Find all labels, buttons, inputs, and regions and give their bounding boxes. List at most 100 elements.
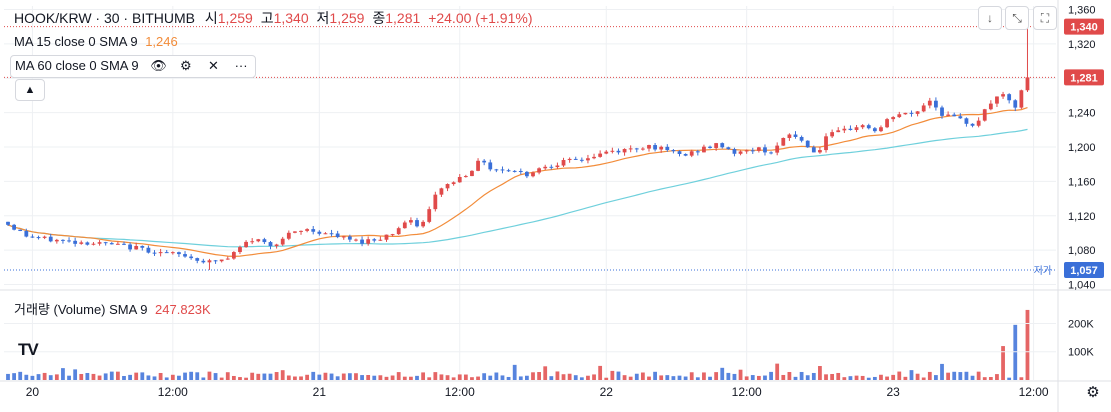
candle-body bbox=[708, 146, 712, 148]
volume-bar bbox=[30, 375, 35, 380]
chevron-up-icon[interactable]: ▲ bbox=[15, 79, 45, 101]
candle-body bbox=[787, 134, 792, 138]
candle-body bbox=[903, 112, 908, 115]
volume-bar bbox=[140, 372, 145, 380]
volume-bar bbox=[958, 372, 963, 380]
ma15-legend[interactable]: MA 15 close 0 SMA 9 1,246 bbox=[14, 34, 178, 49]
candle-body bbox=[622, 148, 627, 153]
candle-body bbox=[341, 236, 346, 238]
candle-body bbox=[115, 243, 120, 245]
candle-body bbox=[592, 156, 596, 159]
candle-body bbox=[128, 244, 132, 250]
candle-body bbox=[665, 146, 670, 151]
candle-body bbox=[109, 243, 114, 245]
gear-icon[interactable]: ⚙ bbox=[180, 58, 192, 73]
candle-body bbox=[476, 160, 480, 171]
candle-body bbox=[567, 158, 572, 161]
candle-body bbox=[915, 111, 920, 114]
tradingview-logo[interactable]: TV bbox=[18, 340, 39, 359]
volume-bar bbox=[317, 374, 322, 380]
volume-bar bbox=[640, 372, 645, 380]
volume-bar bbox=[201, 377, 206, 380]
volume-bar bbox=[567, 373, 572, 380]
candle-body bbox=[402, 222, 407, 229]
volume-bar bbox=[421, 372, 426, 380]
candle-body bbox=[781, 137, 786, 146]
volume-bar bbox=[36, 374, 41, 380]
candle-body bbox=[280, 238, 285, 245]
volume-bar bbox=[286, 375, 291, 380]
candle-body bbox=[122, 243, 126, 245]
volume-bar bbox=[970, 375, 975, 380]
candle-body bbox=[329, 233, 334, 235]
volume-bar bbox=[122, 375, 126, 380]
volume-bar bbox=[244, 377, 248, 380]
volume-bar bbox=[115, 371, 120, 380]
candle-body bbox=[634, 148, 639, 150]
volume-bar bbox=[738, 369, 743, 380]
candle-body bbox=[488, 162, 493, 170]
volume-bar bbox=[604, 377, 609, 380]
volume-bar bbox=[854, 375, 859, 380]
ma60-line bbox=[7, 128, 1028, 248]
candle-body bbox=[396, 228, 401, 235]
candle-body bbox=[311, 229, 316, 232]
volume-bar bbox=[378, 375, 383, 380]
candle-body bbox=[134, 245, 139, 250]
candle-body bbox=[586, 158, 590, 161]
volume-bar bbox=[671, 376, 676, 380]
volume-bar bbox=[1007, 377, 1012, 380]
ma60-legend[interactable]: MA 60 close 0 SMA 9 👁 ⚙ ✕ ··· bbox=[10, 55, 257, 78]
settings-icon[interactable]: ⚙ bbox=[1086, 384, 1100, 401]
candle-body bbox=[79, 242, 84, 244]
volume-bar bbox=[512, 364, 517, 380]
candle-body bbox=[170, 252, 175, 254]
volume-bars bbox=[6, 309, 1030, 380]
candle-body bbox=[842, 128, 847, 131]
eye-icon[interactable]: 👁 bbox=[150, 58, 167, 73]
candle-body bbox=[659, 146, 664, 150]
volume-bar bbox=[262, 373, 267, 380]
volume-bar bbox=[946, 372, 951, 380]
candle-body bbox=[714, 143, 719, 148]
time-tick-label: 12:00 bbox=[445, 385, 475, 399]
ma60-label: MA 60 close 0 SMA 9 bbox=[15, 58, 139, 73]
ma15-value: 1,246 bbox=[145, 34, 178, 49]
candle-body bbox=[1007, 94, 1012, 101]
volume-bar bbox=[177, 375, 181, 380]
symbol-name[interactable]: HOOK/KRW · 30 · BITHUMB bbox=[14, 10, 195, 26]
candle-body bbox=[836, 130, 841, 133]
candle-body bbox=[390, 234, 395, 236]
volume-bar bbox=[500, 375, 505, 380]
candle-body bbox=[921, 105, 926, 112]
down-arrow-icon[interactable]: ↓ bbox=[978, 6, 1002, 30]
candle-body bbox=[470, 170, 474, 177]
more-icon[interactable]: ··· bbox=[234, 58, 248, 73]
volume-bar bbox=[396, 372, 401, 380]
volume-bar bbox=[470, 377, 474, 380]
volume-bar bbox=[134, 372, 139, 380]
low-value: 1,259 bbox=[329, 10, 365, 26]
volume-bar bbox=[781, 374, 786, 380]
candle-body bbox=[293, 231, 297, 233]
volume-label: 거래량 (Volume) SMA 9 bbox=[14, 302, 148, 317]
volume-value: 247.823K bbox=[155, 302, 211, 317]
candle-body bbox=[726, 147, 731, 150]
close-icon[interactable]: ✕ bbox=[208, 58, 219, 73]
collapse-icon[interactable]: ⤡ bbox=[1005, 6, 1029, 30]
change-value: +24.00 (+1.91%) bbox=[428, 10, 533, 26]
volume-bar bbox=[384, 376, 389, 380]
candle-body bbox=[24, 231, 29, 237]
volume-bar bbox=[439, 374, 444, 380]
candle-body bbox=[91, 243, 96, 245]
candle-body bbox=[1001, 94, 1005, 97]
fullscreen-icon[interactable]: ⛶ bbox=[1033, 6, 1057, 30]
time-tick-label: 21 bbox=[313, 385, 327, 399]
volume-bar bbox=[714, 372, 719, 380]
candle-body bbox=[604, 151, 609, 154]
candle-body bbox=[909, 112, 914, 114]
price-tick-label: 1,160 bbox=[1068, 176, 1096, 188]
volume-bar bbox=[293, 376, 297, 380]
volume-legend[interactable]: 거래량 (Volume) SMA 9 247.823K bbox=[14, 299, 211, 318]
